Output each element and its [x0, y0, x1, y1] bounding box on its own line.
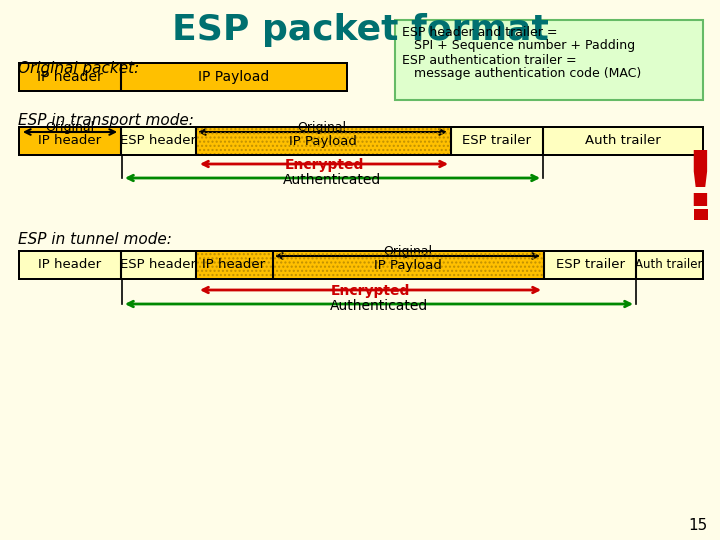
- Text: IP header: IP header: [38, 259, 102, 272]
- Text: IP header: IP header: [202, 259, 266, 272]
- Text: Original packet:: Original packet:: [18, 60, 139, 76]
- Bar: [274, 252, 543, 278]
- Text: Authenticated: Authenticated: [284, 173, 382, 187]
- Bar: [197, 128, 450, 154]
- Text: Encrypted: Encrypted: [284, 158, 364, 172]
- Text: ESP in tunnel mode:: ESP in tunnel mode:: [18, 233, 172, 247]
- Bar: [694, 209, 708, 220]
- Text: Auth trailer: Auth trailer: [635, 259, 703, 272]
- Text: IP Payload: IP Payload: [374, 259, 442, 272]
- Bar: [197, 252, 272, 278]
- Text: ESP header: ESP header: [120, 134, 196, 147]
- Text: ESP header and trailer =: ESP header and trailer =: [402, 26, 557, 39]
- Bar: [20, 64, 120, 90]
- Bar: [274, 252, 543, 278]
- Text: Original: Original: [297, 120, 346, 133]
- Bar: [197, 128, 450, 154]
- Text: !: !: [683, 148, 717, 222]
- Bar: [545, 252, 635, 278]
- Text: IP Payload: IP Payload: [289, 134, 357, 147]
- Bar: [395, 20, 703, 100]
- Bar: [18, 250, 704, 280]
- Text: Encrypted: Encrypted: [330, 284, 410, 298]
- Text: Auth trailer: Auth trailer: [585, 134, 661, 147]
- Bar: [197, 252, 272, 278]
- Bar: [18, 126, 704, 156]
- Bar: [122, 128, 195, 154]
- Text: ESP in transport mode:: ESP in transport mode:: [18, 112, 194, 127]
- Text: IP header: IP header: [38, 134, 102, 147]
- Text: message authentication code (MAC): message authentication code (MAC): [402, 68, 642, 80]
- Text: Authenticated: Authenticated: [330, 299, 428, 313]
- Bar: [20, 252, 120, 278]
- Bar: [637, 252, 702, 278]
- Bar: [20, 128, 120, 154]
- Bar: [544, 128, 702, 154]
- Bar: [122, 64, 346, 90]
- Text: SPI + Sequence number + Padding: SPI + Sequence number + Padding: [402, 39, 635, 52]
- Text: 15: 15: [688, 518, 708, 534]
- Text: ESP trailer: ESP trailer: [556, 259, 624, 272]
- Text: ESP header: ESP header: [120, 259, 196, 272]
- Text: ESP trailer: ESP trailer: [462, 134, 531, 147]
- Text: IP header: IP header: [37, 70, 103, 84]
- Text: ESP packet format: ESP packet format: [171, 13, 549, 47]
- Bar: [452, 128, 542, 154]
- Text: ESP authentication trailer =: ESP authentication trailer =: [402, 55, 577, 68]
- Text: Original: Original: [383, 246, 432, 259]
- Text: Original: Original: [45, 120, 94, 133]
- Bar: [18, 62, 348, 92]
- Text: IP Payload: IP Payload: [199, 70, 269, 84]
- Bar: [122, 252, 195, 278]
